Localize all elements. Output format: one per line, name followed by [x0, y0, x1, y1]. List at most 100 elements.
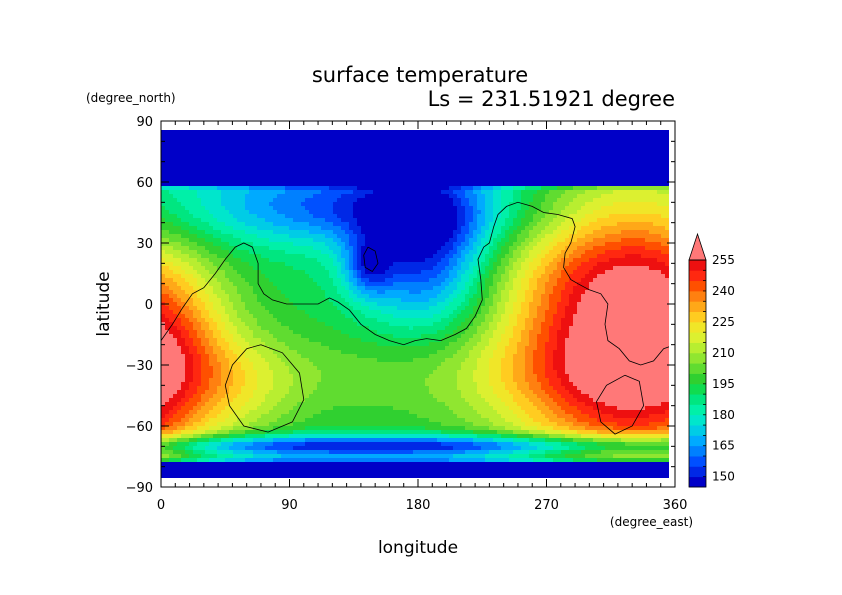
- field-cell: [305, 134, 310, 139]
- field-cell: [209, 438, 214, 443]
- field-cell: [245, 202, 250, 207]
- field-cell: [385, 462, 390, 467]
- field-cell: [281, 358, 286, 363]
- field-cell: [321, 130, 326, 135]
- field-cell: [233, 250, 238, 255]
- field-cell: [361, 142, 366, 147]
- field-cell: [281, 174, 286, 179]
- field-cell: [189, 314, 194, 319]
- field-cell: [241, 262, 246, 267]
- field-cell: [265, 358, 270, 363]
- field-cell: [365, 286, 370, 291]
- field-cell: [281, 234, 286, 239]
- field-cell: [253, 262, 258, 267]
- field-cell: [185, 246, 190, 251]
- field-cell: [177, 226, 182, 231]
- field-cell: [237, 446, 242, 451]
- field-cell: [297, 474, 302, 478]
- field-cell: [233, 134, 238, 139]
- field-cell: [289, 138, 294, 143]
- field-cell: [301, 274, 306, 279]
- field-cell: [209, 154, 214, 159]
- field-cell: [357, 430, 362, 435]
- field-cell: [209, 166, 214, 171]
- field-cell: [341, 454, 346, 459]
- field-cell: [185, 178, 190, 183]
- field-cell: [257, 310, 262, 315]
- field-cell: [349, 258, 354, 263]
- field-cell: [221, 366, 226, 371]
- field-cell: [349, 238, 354, 243]
- field-cell: [285, 386, 290, 391]
- field-cell: [377, 474, 382, 478]
- field-cell: [281, 130, 286, 135]
- field-cell: [329, 354, 334, 359]
- field-cell: [241, 450, 246, 455]
- field-cell: [369, 454, 374, 459]
- field-cell: [221, 454, 226, 459]
- field-cell: [293, 382, 298, 387]
- field-cell: [353, 350, 358, 355]
- field-cell: [253, 338, 258, 343]
- field-cell: [285, 418, 290, 423]
- field-cell: [253, 178, 258, 183]
- field-cell: [349, 350, 354, 355]
- field-cell: [301, 334, 306, 339]
- field-cell: [329, 258, 334, 263]
- field-cell: [385, 438, 390, 443]
- field-cell: [169, 234, 174, 239]
- field-cell: [353, 342, 358, 347]
- field-cell: [197, 306, 202, 311]
- field-cell: [229, 378, 234, 383]
- field-cell: [245, 134, 250, 139]
- field-cell: [365, 318, 370, 323]
- field-cell: [185, 170, 190, 175]
- field-cell: [321, 398, 326, 403]
- field-cell: [333, 442, 338, 447]
- field-cell: [245, 366, 250, 371]
- field-cell: [273, 294, 278, 299]
- field-cell: [201, 298, 206, 303]
- field-cell: [173, 426, 178, 431]
- field-cell: [289, 282, 294, 287]
- field-cell: [373, 434, 378, 439]
- field-cell: [181, 262, 186, 267]
- field-cell: [369, 142, 374, 147]
- field-cell: [377, 366, 382, 371]
- field-cell: [225, 258, 230, 263]
- field-cell: [381, 366, 386, 371]
- field-cell: [329, 278, 334, 283]
- field-cell: [161, 410, 166, 415]
- field-cell: [197, 446, 202, 451]
- field-cell: [357, 462, 362, 467]
- field-cell: [213, 442, 218, 447]
- field-cell: [233, 298, 238, 303]
- field-cell: [385, 450, 390, 455]
- field-cell: [205, 262, 210, 267]
- field-cell: [189, 270, 194, 275]
- field-cell: [293, 422, 298, 427]
- field-cell: [205, 230, 210, 235]
- field-cell: [309, 222, 314, 227]
- field-cell: [341, 194, 346, 199]
- field-cell: [221, 438, 226, 443]
- field-cell: [169, 390, 174, 395]
- field-cell: [385, 154, 390, 159]
- field-cell: [265, 186, 270, 191]
- field-cell: [221, 318, 226, 323]
- field-cell: [317, 438, 322, 443]
- field-cell: [297, 434, 302, 439]
- field-cell: [345, 170, 350, 175]
- field-cell: [321, 290, 326, 295]
- field-cell: [265, 166, 270, 171]
- field-cell: [269, 238, 274, 243]
- field-cell: [265, 302, 270, 307]
- field-cell: [361, 386, 366, 391]
- field-cell: [357, 210, 362, 215]
- field-cell: [249, 402, 254, 407]
- field-cell: [193, 406, 198, 411]
- field-cell: [225, 178, 230, 183]
- field-cell: [373, 290, 378, 295]
- field-cell: [353, 258, 358, 263]
- field-cell: [185, 222, 190, 227]
